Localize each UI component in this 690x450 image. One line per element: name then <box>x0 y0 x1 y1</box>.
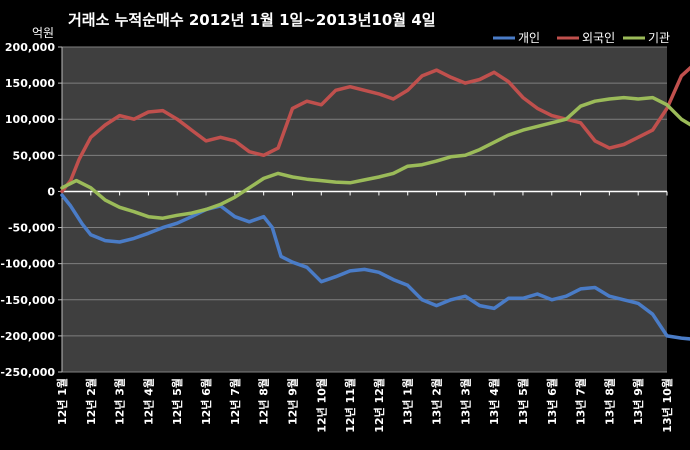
x-tick-label: 12년 9월 <box>285 378 299 425</box>
x-tick-label: 12년 12월 <box>372 378 386 433</box>
x-tick-label: 13년 7월 <box>574 378 588 425</box>
y-tick-label: 0 <box>47 185 55 198</box>
x-axis-ticks: 12년 1월 12년 2월 12년 3월 12년 4월 12년 5월 12년 6월 12년 … <box>55 191 674 433</box>
legend: 개인 외국인 기관 <box>493 31 670 45</box>
series-lines <box>60 65 690 341</box>
x-tick-label: 13년 1월 <box>401 378 415 425</box>
x-tick-label: 13년 4월 <box>487 378 501 425</box>
y-axis-ticks: 200,000 150,000 100,000 50,000 0 -50,000 -100,… <box>0 41 62 379</box>
series-line <box>60 65 690 194</box>
y-tick-label: 200,000 <box>5 41 55 54</box>
x-tick-label: 13년 6월 <box>545 378 559 425</box>
y-tick-label: -150,000 <box>0 294 55 307</box>
chart-title: 거래소 누적순매수 2012년 1월 1일~2013년10월 4일 <box>68 11 436 29</box>
y-tick-label: -50,000 <box>8 222 55 235</box>
y-tick-label: -250,000 <box>0 366 55 379</box>
x-tick-label: 12년 3월 <box>113 378 127 425</box>
x-tick-label: 13년 3월 <box>458 378 472 425</box>
y-tick-label: -200,000 <box>0 330 55 343</box>
x-tick-label: 12년 4월 <box>141 378 155 425</box>
series-line <box>60 193 690 341</box>
x-tick-label: 12년 10월 <box>314 378 328 433</box>
x-tick-label: 12년 6월 <box>199 378 213 425</box>
plot-area <box>62 47 667 372</box>
legend-label: 개인 <box>518 31 540 45</box>
x-tick-label: 12년 1월 <box>55 378 69 425</box>
y-tick-label: 50,000 <box>13 149 56 162</box>
x-tick-label: 12년 2월 <box>84 378 98 425</box>
series-line <box>60 95 690 220</box>
x-tick-label: 12년 5월 <box>170 378 184 425</box>
x-tick-label: 13년 9월 <box>631 378 645 425</box>
x-tick-label: 13년 2월 <box>430 378 444 425</box>
x-tick-label: 13년 10월 <box>660 378 674 433</box>
legend-label: 외국인 <box>582 31 615 45</box>
x-tick-label: 12년 7월 <box>228 378 242 425</box>
x-tick-label: 13년 5월 <box>516 378 530 425</box>
y-tick-label: 150,000 <box>5 77 55 90</box>
x-tick-label: 12년 11월 <box>343 378 357 433</box>
y-tick-label: -100,000 <box>0 258 55 271</box>
legend-label: 기관 <box>648 31 670 45</box>
unit-label: 억원 <box>32 26 54 40</box>
y-tick-label: 100,000 <box>5 113 55 126</box>
x-tick-label: 12년 8월 <box>257 378 271 425</box>
x-tick-label: 13년 8월 <box>602 378 616 425</box>
